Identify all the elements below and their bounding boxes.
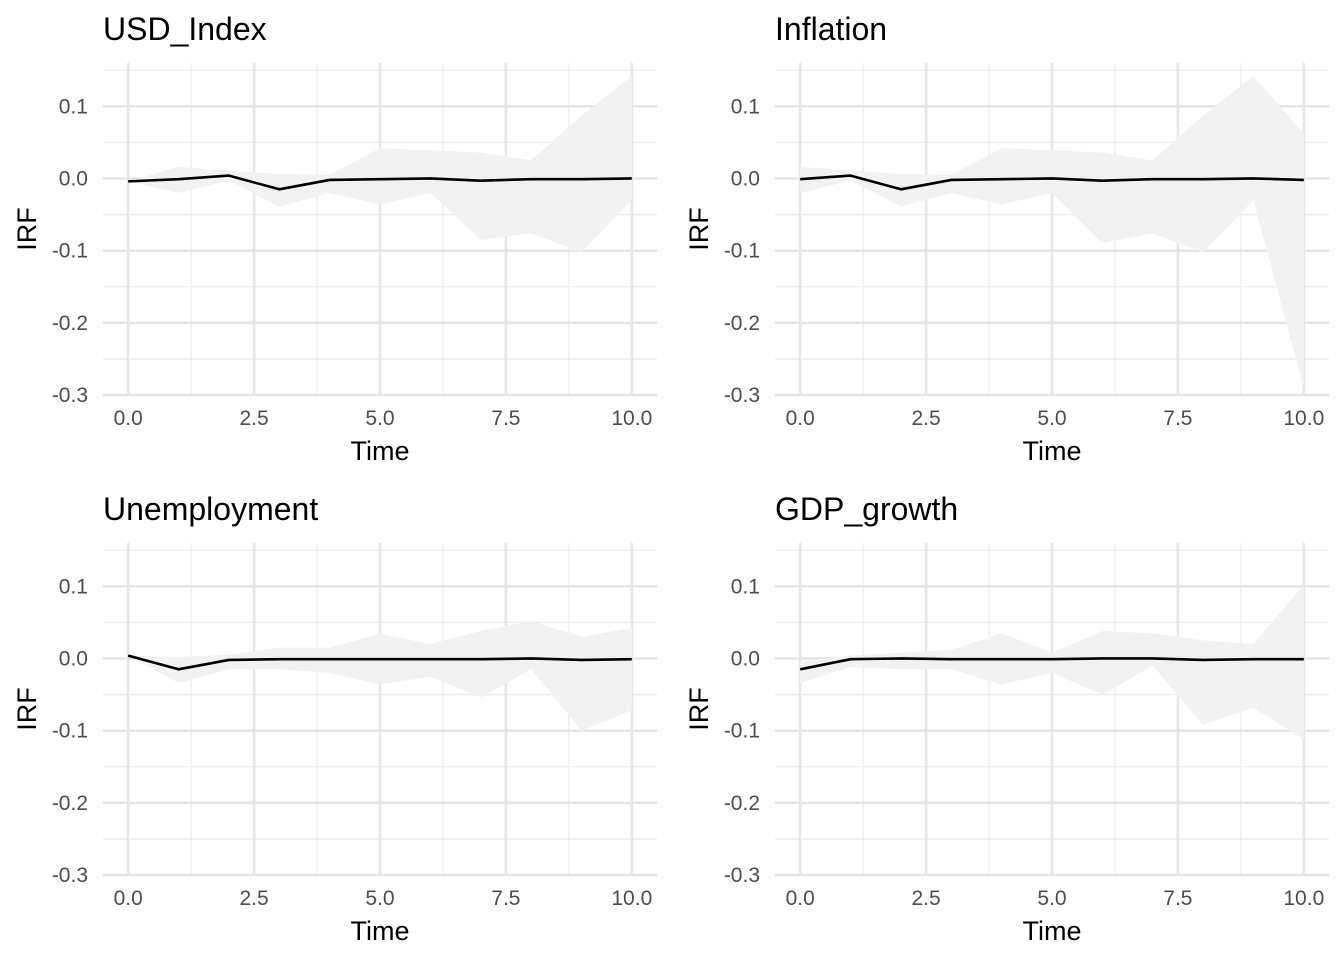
- x-tick-label: 2.5: [239, 407, 268, 430]
- x-tick-label: 7.5: [491, 887, 520, 910]
- y-tick-label: -0.1: [52, 240, 88, 263]
- y-tick-label: -0.2: [52, 312, 88, 335]
- y-tick-label: -0.2: [724, 312, 760, 335]
- x-tick-label: 7.5: [1163, 407, 1192, 430]
- y-axis-title: IRF: [12, 687, 42, 731]
- x-tick-label: 10.0: [611, 887, 652, 910]
- x-tick-label: 5.0: [1037, 407, 1066, 430]
- y-tick-label: -0.3: [724, 864, 760, 887]
- y-tick-label: 0.1: [59, 575, 88, 598]
- x-tick-label: 5.0: [1037, 887, 1066, 910]
- irf-line: [799, 657, 1304, 671]
- x-tick-label: 0.0: [114, 887, 143, 910]
- panel-title: USD_Index: [103, 11, 267, 47]
- x-tick-label: 5.0: [365, 407, 394, 430]
- x-tick-label: 10.0: [1283, 887, 1324, 910]
- y-tick-label: -0.1: [52, 720, 88, 743]
- y-tick-label: -0.3: [724, 384, 760, 407]
- x-tick-label: 2.5: [239, 887, 268, 910]
- y-tick-label: 0.0: [59, 167, 88, 190]
- y-tick-label: -0.2: [52, 792, 88, 815]
- x-tick-label: 7.5: [1163, 887, 1192, 910]
- y-tick-label: 0.1: [59, 95, 88, 118]
- y-tick-label: -0.3: [52, 864, 88, 887]
- y-axis-title: IRF: [684, 207, 714, 251]
- panel-4: 0.0 2.5 5.0 7.5 10.0 0.1 0.0 -0.1 -0.2 -0.3 GDP_gr…: [684, 491, 1329, 946]
- panel-title: GDP_growth: [775, 491, 958, 527]
- confidence-band: [800, 584, 1304, 740]
- y-tick-label: 0.1: [731, 575, 760, 598]
- irf-line: [128, 174, 632, 191]
- panel-1: 0.0 2.5 5.0 7.5 10.0 0.1 0.0 -0.1 -0.2 -0.3 USD_In…: [12, 11, 657, 466]
- x-tick-label: 5.0: [365, 887, 394, 910]
- x-tick-label: 0.0: [786, 887, 815, 910]
- y-tick-label: -0.1: [724, 720, 760, 743]
- y-axis-title: IRF: [684, 687, 714, 731]
- y-tick-label: 0.0: [59, 647, 88, 670]
- x-tick-label: 0.0: [114, 407, 143, 430]
- y-tick-label: -0.2: [724, 792, 760, 815]
- confidence-band: [800, 75, 1304, 388]
- x-axis-title: Time: [1023, 436, 1082, 466]
- x-tick-label: 7.5: [491, 407, 520, 430]
- x-tick-label: 2.5: [911, 407, 940, 430]
- x-axis-title: Time: [1023, 916, 1082, 946]
- irf-line: [800, 174, 1304, 191]
- y-axis-title: IRF: [12, 207, 42, 251]
- panel-title: Unemployment: [103, 491, 318, 527]
- confidence-band: [128, 620, 632, 731]
- panel-3: 0.0 2.5 5.0 7.5 10.0 0.1 0.0 -0.1 -0.2 -0.3 Unempl…: [12, 491, 657, 946]
- x-axis-title: Time: [351, 916, 410, 946]
- confidence-band: [128, 75, 632, 253]
- y-tick-label: 0.0: [731, 167, 760, 190]
- y-tick-label: -0.3: [52, 384, 88, 407]
- x-tick-label: 0.0: [786, 407, 815, 430]
- x-tick-label: 10.0: [1283, 407, 1324, 430]
- y-tick-label: 0.0: [731, 647, 760, 670]
- irf-line: [127, 654, 632, 671]
- x-axis-title: Time: [351, 436, 410, 466]
- y-tick-label: 0.1: [731, 95, 760, 118]
- x-tick-label: 10.0: [611, 407, 652, 430]
- panel-title: Inflation: [775, 11, 887, 47]
- y-tick-label: -0.1: [724, 240, 760, 263]
- panel-2: 0.0 2.5 5.0 7.5 10.0 0.1 0.0 -0.1 -0.2 -0.3 Inflat…: [684, 11, 1329, 466]
- x-tick-label: 2.5: [911, 887, 940, 910]
